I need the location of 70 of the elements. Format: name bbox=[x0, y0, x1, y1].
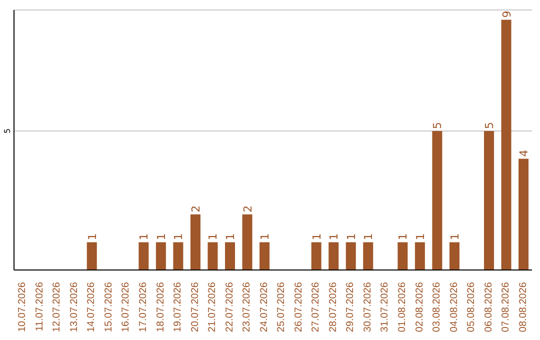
x-tick-label: 30.07.2026 bbox=[362, 282, 374, 332]
x-tick-label: 20.07.2026 bbox=[190, 282, 201, 332]
data-label: 1 bbox=[448, 233, 462, 240]
bar bbox=[156, 242, 166, 270]
bar bbox=[449, 242, 460, 270]
data-label: 1 bbox=[258, 233, 272, 240]
bar bbox=[432, 130, 442, 270]
bar bbox=[86, 242, 97, 270]
bar bbox=[190, 214, 200, 270]
x-tick-label: 29.07.2026 bbox=[345, 282, 356, 332]
x-tick-label: 02.08.2026 bbox=[414, 282, 426, 332]
data-label: 1 bbox=[344, 233, 358, 240]
x-tick-label: 17.07.2026 bbox=[138, 282, 149, 332]
x-tick-label: 24.07.2026 bbox=[258, 282, 270, 332]
bar bbox=[484, 130, 494, 270]
data-label: 1 bbox=[310, 233, 324, 240]
bar bbox=[138, 242, 149, 270]
bar bbox=[260, 242, 270, 270]
data-label: 2 bbox=[241, 205, 254, 212]
data-label: 1 bbox=[396, 233, 410, 240]
x-tick-label: 04.08.2026 bbox=[448, 282, 460, 332]
x-tick-label: 10.07.2026 bbox=[17, 282, 28, 332]
data-label: 9 bbox=[500, 10, 514, 18]
bar bbox=[518, 158, 529, 270]
bar bbox=[346, 242, 356, 270]
x-tick-label: 31.07.2026 bbox=[380, 282, 391, 332]
bar bbox=[173, 242, 184, 270]
x-tick-label: 03.08.2026 bbox=[432, 282, 443, 332]
x-tick-label: 12.07.2026 bbox=[52, 282, 63, 332]
x-tick-label: 11.07.2026 bbox=[34, 282, 46, 332]
data-label: 1 bbox=[154, 233, 168, 240]
data-label: 1 bbox=[138, 233, 151, 240]
x-tick-label: 05.08.2026 bbox=[466, 282, 478, 332]
x-tick-label: 19.07.2026 bbox=[172, 282, 184, 332]
x-tick-label: 16.07.2026 bbox=[120, 282, 132, 332]
x-tick-label: 13.07.2026 bbox=[68, 282, 80, 332]
x-tick-label: 08.08.2026 bbox=[518, 282, 529, 332]
x-tick-label: 22.07.2026 bbox=[224, 282, 236, 332]
x-tick-label: 23.07.2026 bbox=[242, 282, 253, 332]
data-label: 1 bbox=[328, 233, 341, 240]
x-tick-label: 21.07.2026 bbox=[207, 282, 218, 332]
data-label: 4 bbox=[518, 150, 531, 157]
x-tick-label: 18.07.2026 bbox=[155, 282, 166, 332]
data-label: 1 bbox=[224, 233, 237, 240]
x-tick-label: 15.07.2026 bbox=[103, 282, 114, 332]
x-tick-label: 28.07.2026 bbox=[328, 282, 339, 332]
bar bbox=[328, 242, 339, 270]
x-tick-label: 25.07.2026 bbox=[276, 282, 288, 332]
x-tick-label: 01.08.2026 bbox=[397, 282, 408, 332]
x-tick-label: 07.08.2026 bbox=[500, 282, 512, 332]
x-tick-label: 26.07.2026 bbox=[293, 282, 304, 332]
bar bbox=[208, 242, 218, 270]
bar bbox=[311, 242, 322, 270]
data-label: 2 bbox=[189, 205, 202, 212]
bar bbox=[242, 214, 252, 270]
bar bbox=[398, 242, 408, 270]
data-label: 1 bbox=[172, 233, 186, 240]
bar bbox=[414, 242, 425, 270]
data-label: 1 bbox=[206, 233, 220, 240]
data-label: 1 bbox=[414, 233, 427, 240]
data-label: 1 bbox=[362, 233, 376, 240]
bar bbox=[501, 20, 512, 270]
bar bbox=[225, 242, 235, 270]
x-tick-label: 14.07.2026 bbox=[86, 282, 98, 332]
x-tick-label: 27.07.2026 bbox=[310, 282, 322, 332]
data-label: 1 bbox=[86, 233, 99, 240]
data-label: 5 bbox=[483, 122, 496, 129]
x-tick-label: 06.08.2026 bbox=[483, 282, 494, 332]
data-label: 5 bbox=[431, 122, 444, 129]
bar bbox=[363, 242, 374, 270]
